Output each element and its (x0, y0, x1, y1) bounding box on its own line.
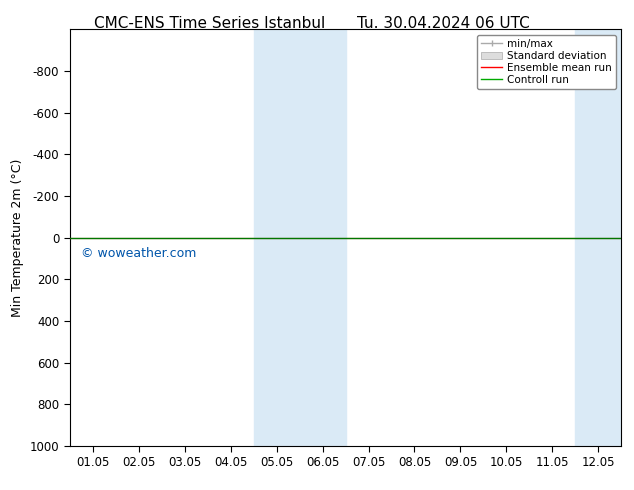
Bar (254, 29, 346, 446)
Bar (575, 29, 621, 446)
Text: © woweather.com: © woweather.com (81, 247, 196, 260)
Legend: min/max, Standard deviation, Ensemble mean run, Controll run: min/max, Standard deviation, Ensemble me… (477, 35, 616, 89)
Y-axis label: Min Temperature 2m (°C): Min Temperature 2m (°C) (11, 158, 24, 317)
Text: CMC-ENS Time Series Istanbul: CMC-ENS Time Series Istanbul (94, 16, 325, 31)
Text: Tu. 30.04.2024 06 UTC: Tu. 30.04.2024 06 UTC (358, 16, 530, 31)
